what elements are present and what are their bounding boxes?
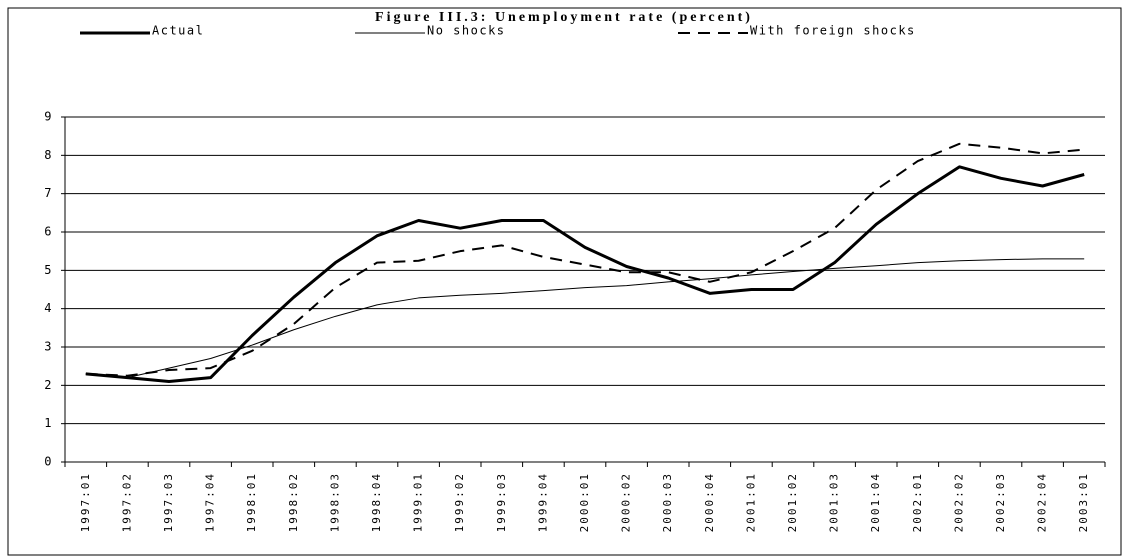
legend-label: Actual: [152, 24, 204, 38]
chart-border: [7, 7, 1122, 556]
x-tick-label: 2003:01: [1077, 472, 1090, 532]
x-tick-label: 1999:04: [536, 472, 549, 532]
y-tick-label: 6: [44, 225, 53, 239]
x-tick-label: 1998:03: [328, 472, 341, 532]
y-tick-label: 2: [44, 378, 53, 392]
x-tick-label: 1999:02: [453, 472, 466, 532]
y-tick-label: 3: [44, 340, 53, 354]
y-tick-label: 0: [44, 455, 53, 469]
x-tick-label: 1997:01: [79, 472, 92, 532]
x-tick-label: 2000:03: [661, 472, 674, 532]
series-line: [85, 165, 1085, 383]
y-tick-label: 7: [44, 186, 53, 200]
x-tick-label: 2000:02: [620, 472, 633, 532]
chart-title: Figure III.3: Unemployment rate (percent…: [375, 10, 753, 25]
y-tick-label: 5: [44, 263, 53, 277]
x-tick-label: 2000:01: [578, 472, 591, 532]
series-line: [85, 142, 1085, 377]
x-tick-label: 1998:04: [370, 472, 383, 532]
x-tick-label: 2001:02: [786, 472, 799, 532]
x-tick-label: 2001:04: [869, 472, 882, 532]
x-tick-label: 2002:02: [952, 472, 965, 532]
x-tick-label: 1998:01: [245, 472, 258, 532]
x-tick-label: 2002:03: [994, 472, 1007, 532]
x-tick-label: 1998:02: [287, 472, 300, 532]
legend-label: No shocks: [427, 24, 506, 38]
x-tick-label: 1997:02: [120, 472, 133, 532]
y-tick-label: 8: [44, 148, 53, 162]
x-tick-label: 2001:03: [828, 472, 841, 532]
x-tick-label: 2000:04: [703, 472, 716, 532]
x-tick-label: 1999:01: [412, 472, 425, 532]
y-tick-label: 1: [44, 416, 53, 430]
x-tick-label: 2002:01: [911, 472, 924, 532]
y-tick-label: 4: [44, 301, 53, 315]
legend-label: With foreign shocks: [750, 24, 916, 38]
y-tick-label: 9: [44, 110, 53, 124]
series-line: [85, 258, 1085, 379]
x-tick-label: 1997:04: [204, 472, 217, 532]
x-tick-label: 2001:01: [744, 472, 757, 532]
x-tick-label: 1999:03: [495, 472, 508, 532]
x-tick-label: 1997:03: [162, 472, 175, 532]
x-tick-label: 2002:04: [1036, 472, 1049, 532]
